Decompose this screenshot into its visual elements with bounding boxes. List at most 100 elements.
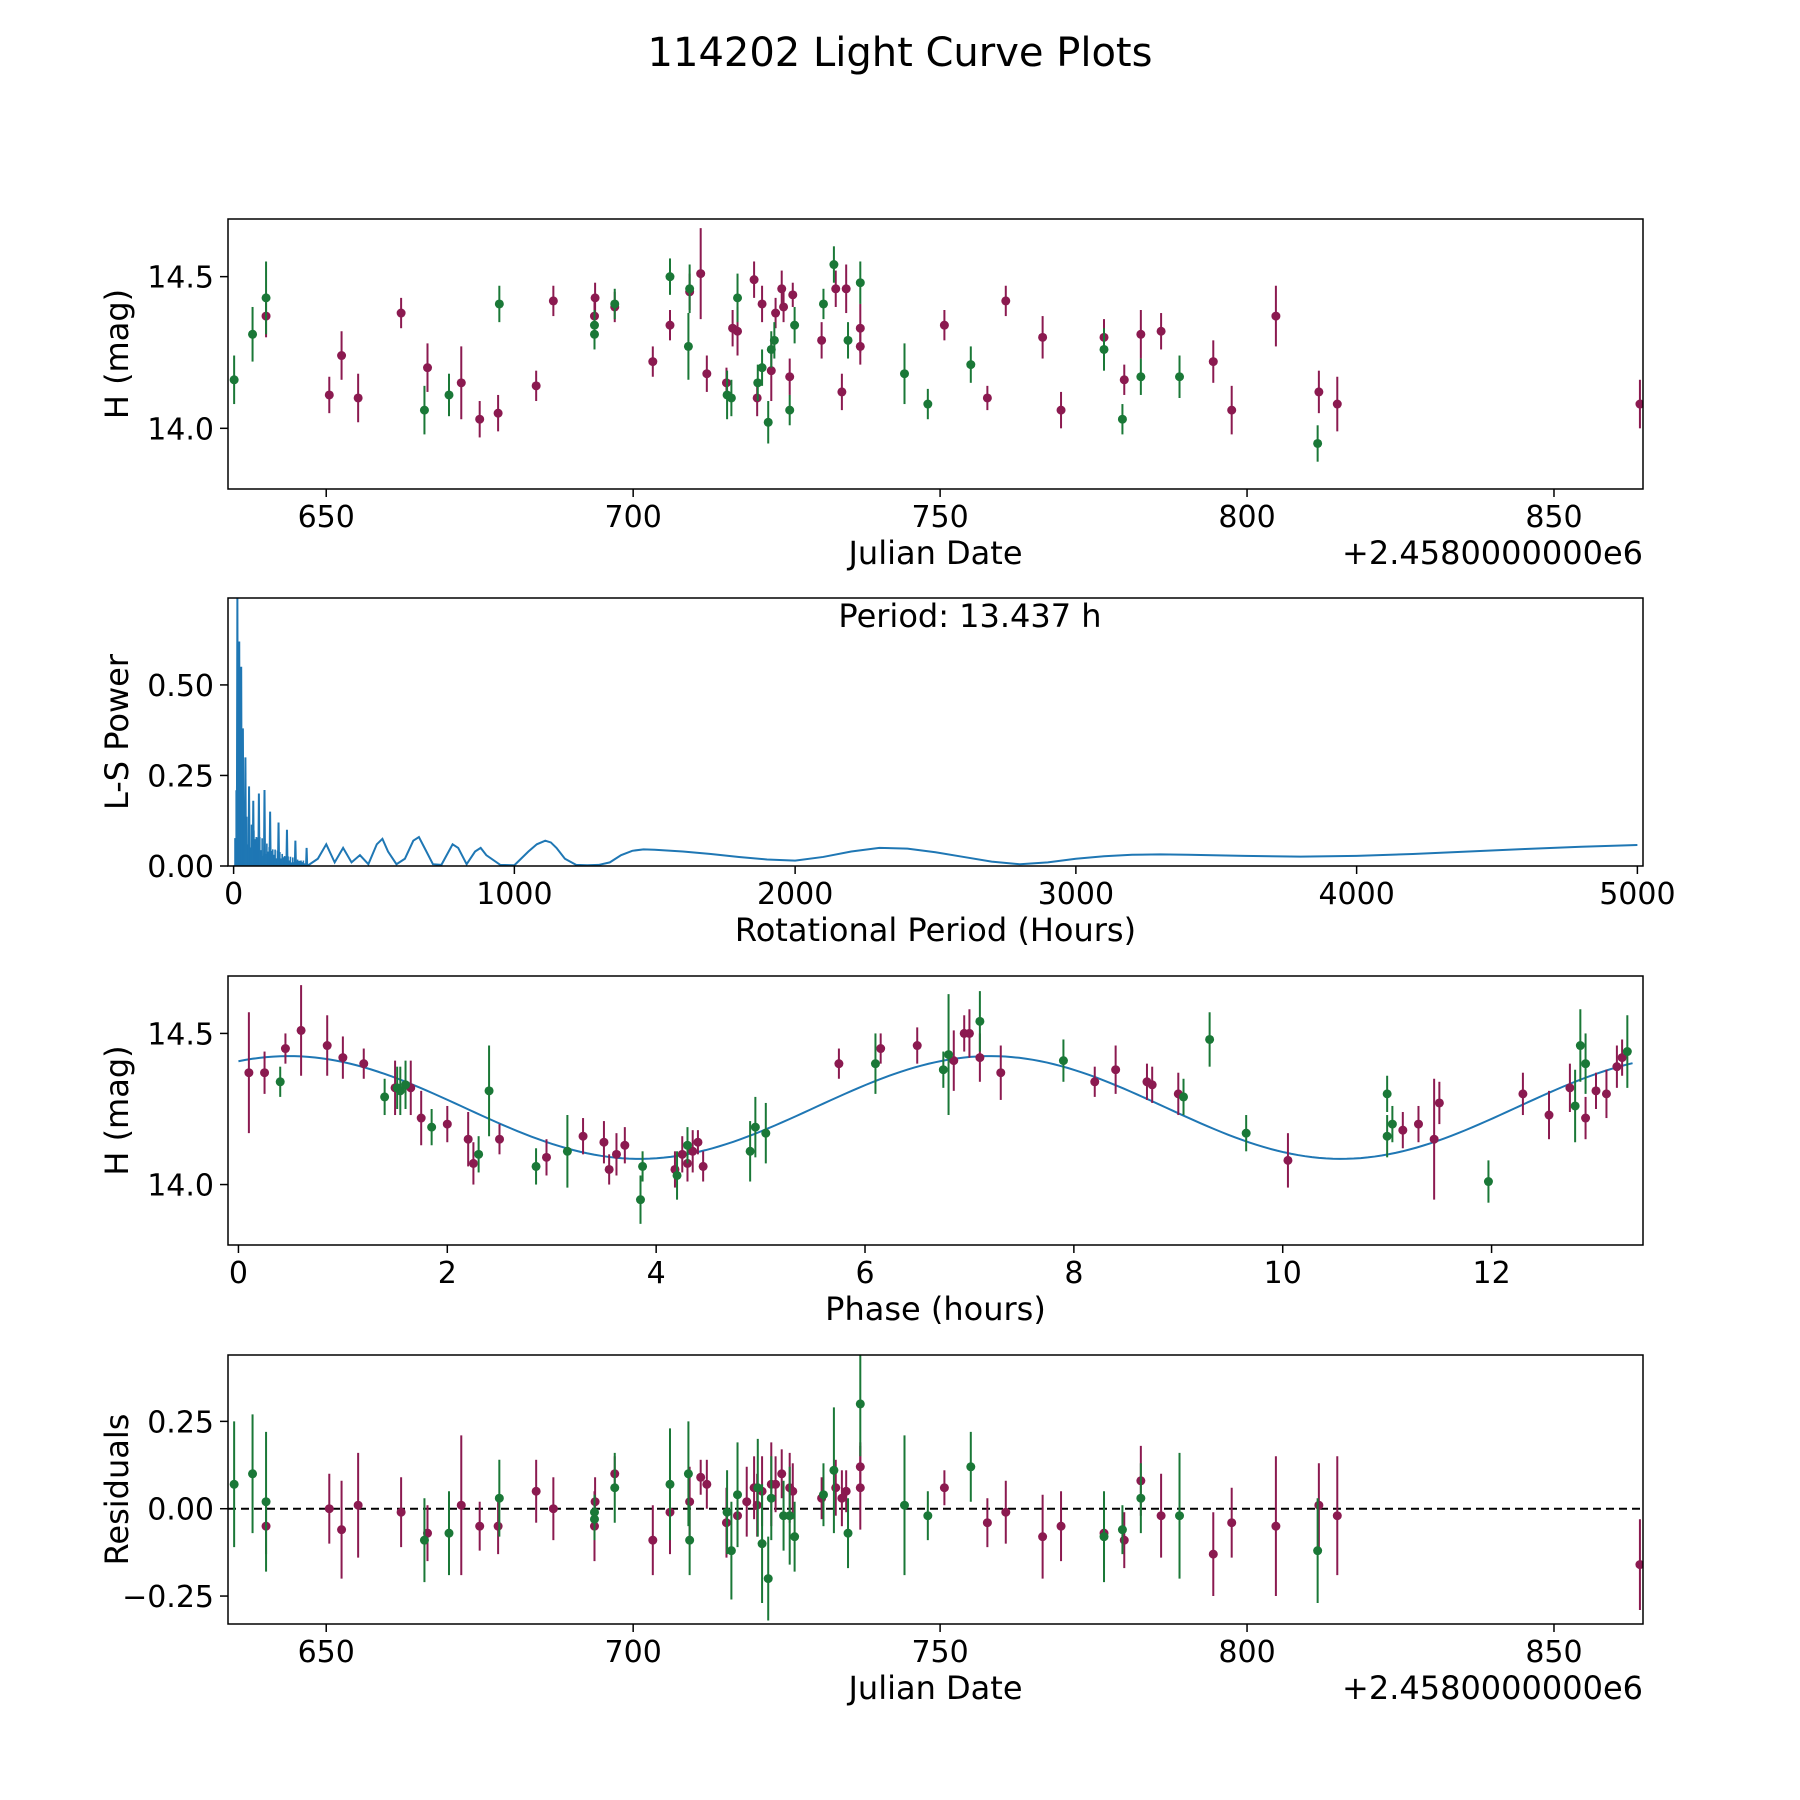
data-point-filter-a <box>939 320 949 330</box>
data-point-filter-b <box>818 1490 828 1500</box>
data-point-filter-a <box>493 408 503 418</box>
data-point-filter-a <box>322 1041 332 1051</box>
data-point-filter-a <box>771 1479 781 1489</box>
data-point-filter-b <box>275 1077 285 1087</box>
data-point-filter-a <box>1119 375 1129 385</box>
data-point-filter-b <box>638 1161 648 1171</box>
data-point-filter-b <box>761 1128 771 1138</box>
data-point-filter-a <box>834 1059 844 1069</box>
data-point-filter-a <box>456 378 466 388</box>
x-tick-label: 2000 <box>757 877 833 912</box>
data-point-filter-a <box>1111 1065 1121 1075</box>
data-point-filter-b <box>419 405 429 415</box>
data-point-filter-b <box>635 1195 645 1205</box>
data-point-filter-a <box>423 363 433 373</box>
x-tick-label: 10 <box>1264 1256 1302 1291</box>
data-point-filter-a <box>841 284 851 294</box>
x-axis-label: Julian Date <box>846 534 1022 572</box>
plot-data <box>229 228 1643 462</box>
data-point-filter-a <box>1617 1053 1627 1063</box>
data-point-filter-b <box>855 1399 865 1409</box>
plot-data <box>233 598 1638 866</box>
y-axis-label: H (mag) <box>98 289 136 419</box>
data-point-filter-b <box>229 1479 239 1489</box>
x-offset-label: +2.4580000000e6 <box>1342 534 1643 572</box>
data-point-filter-a <box>337 1525 347 1535</box>
data-point-filter-b <box>750 1122 760 1132</box>
data-point-filter-a <box>1591 1086 1601 1096</box>
data-point-filter-a <box>442 1119 452 1129</box>
data-point-filter-a <box>677 1149 687 1159</box>
data-point-filter-a <box>548 1504 558 1514</box>
data-point-filter-a <box>693 1137 703 1147</box>
x-tick-label: 8 <box>1064 1256 1083 1291</box>
data-point-filter-b <box>1382 1131 1392 1141</box>
data-point-filter-b <box>899 369 909 379</box>
x-tick-label: 750 <box>911 1635 968 1670</box>
data-point-filter-a <box>1565 1083 1575 1093</box>
data-point-filter-a <box>788 290 798 300</box>
x-tick-label: 800 <box>1218 500 1275 535</box>
data-point-filter-a <box>766 366 776 376</box>
y-axis-label: L-S Power <box>98 653 136 810</box>
data-point-filter-b <box>923 1511 933 1521</box>
data-point-filter-b <box>484 1086 494 1096</box>
x-tick-label: 3000 <box>1038 877 1114 912</box>
x-axis-label: Phase (hours) <box>825 1290 1046 1328</box>
data-point-filter-b <box>757 1539 767 1549</box>
data-point-filter-a <box>831 1483 841 1493</box>
x-tick-label: 850 <box>1525 1635 1582 1670</box>
y-axis-label: Residuals <box>98 1414 136 1566</box>
data-point-filter-b <box>923 399 933 409</box>
data-point-filter-a <box>1001 1507 1011 1517</box>
data-point-filter-b <box>753 378 763 388</box>
data-point-filter-a <box>702 1479 712 1489</box>
data-point-filter-b <box>726 393 736 403</box>
plot-frame <box>227 975 1644 1246</box>
data-point-filter-a <box>1119 1535 1129 1545</box>
data-point-filter-b <box>855 278 865 288</box>
data-point-filter-a <box>982 393 992 403</box>
x-tick-label: 2 <box>438 1256 457 1291</box>
data-point-filter-b <box>899 1500 909 1510</box>
data-point-filter-b <box>829 260 839 270</box>
data-point-filter-a <box>548 296 558 306</box>
periodogram-line <box>233 598 1638 866</box>
data-point-filter-a <box>1635 399 1643 409</box>
data-point-filter-b <box>1313 438 1323 448</box>
data-point-filter-a <box>837 387 847 397</box>
data-point-filter-a <box>996 1068 1006 1078</box>
panel-periodogram: 0 1000 2000 3000 4000 5000 0.00 0.25 0.50 Rotatio… <box>98 597 1676 949</box>
data-point-filter-a <box>1332 399 1342 409</box>
data-point-filter-b <box>1136 372 1146 382</box>
data-point-filter-b <box>683 341 693 351</box>
data-point-filter-b <box>261 1497 271 1507</box>
data-point-filter-b <box>1205 1034 1215 1044</box>
plot-data <box>228 1355 1643 1621</box>
data-point-filter-b <box>975 1016 985 1026</box>
y-tick-label: 0.25 <box>147 1405 214 1440</box>
x-axis-label: Rotational Period (Hours) <box>735 911 1136 949</box>
data-point-filter-a <box>359 1059 369 1069</box>
data-point-filter-b <box>419 1535 429 1545</box>
x-tick-label: 700 <box>605 1635 662 1670</box>
data-point-filter-b <box>610 1483 620 1493</box>
x-tick-label: 1000 <box>476 877 552 912</box>
data-point-filter-a <box>777 284 787 294</box>
data-point-filter-b <box>261 293 271 303</box>
y-axis-label: H (mag) <box>98 1045 136 1175</box>
x-tick-label: 850 <box>1525 500 1582 535</box>
data-point-filter-a <box>531 381 541 391</box>
data-point-filter-b <box>562 1146 572 1156</box>
x-tick-label: 0 <box>229 1256 248 1291</box>
data-point-filter-a <box>495 1134 505 1144</box>
figure-title: 114202 Light Curve Plots <box>648 30 1153 76</box>
x-tick-label: 4 <box>647 1256 666 1291</box>
data-point-filter-a <box>777 1469 787 1479</box>
data-point-filter-a <box>757 299 767 309</box>
data-point-filter-b <box>818 299 828 309</box>
y-tick-label: 0.50 <box>147 669 214 704</box>
data-point-filter-b <box>589 320 599 330</box>
data-point-filter-a <box>1544 1110 1554 1120</box>
data-point-filter-a <box>949 1056 959 1066</box>
